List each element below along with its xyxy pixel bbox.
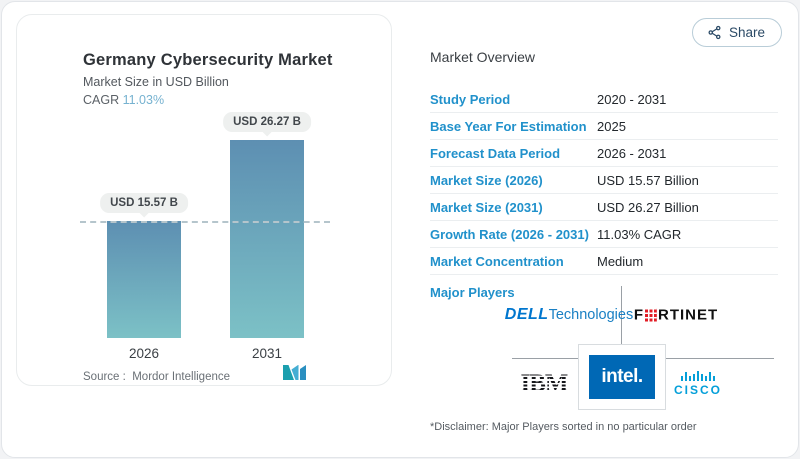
cisco-bars-icon xyxy=(680,371,715,381)
source-attribution: Source : Mordor Intelligence xyxy=(83,371,230,383)
row-value: USD 15.57 Billion xyxy=(597,172,699,188)
x-tick-2026: 2026 xyxy=(128,346,160,361)
cagr-value: 11.03% xyxy=(122,93,165,107)
cisco-logo: CISCO xyxy=(674,371,722,397)
source-value: Mordor Intelligence xyxy=(132,371,231,383)
bar-label-2026: USD 15.57 B xyxy=(100,193,188,213)
major-players-grid: DELLTechnologies F RTINET IBM intel. CISC… xyxy=(502,282,782,416)
grid-divider-vertical xyxy=(621,286,622,345)
disclaimer-text: *Disclaimer: Major Players sorted in no … xyxy=(430,421,697,433)
reference-dashed-line xyxy=(80,221,330,223)
bar-2026[interactable] xyxy=(107,221,181,338)
row-value: 2025 xyxy=(597,118,626,134)
table-row: Forecast Data Period 2026 - 2031 xyxy=(430,140,778,167)
chart-cagr: CAGR 11.03% xyxy=(83,93,333,107)
bar-label-2031: USD 26.27 B xyxy=(223,112,311,132)
row-label: Study Period xyxy=(430,91,511,107)
table-row: Market Concentration Medium xyxy=(430,248,778,275)
row-value: 2026 - 2031 xyxy=(597,145,667,161)
table-row: Market Size (2026) USD 15.57 Billion xyxy=(430,167,778,194)
row-value: USD 26.27 Billion xyxy=(597,199,699,215)
table-row: Base Year For Estimation 2025 xyxy=(430,113,778,140)
chart-title: Germany Cybersecurity Market xyxy=(83,51,333,69)
x-tick-2031: 2031 xyxy=(251,346,283,361)
row-value: Medium xyxy=(597,253,644,269)
row-label: Growth Rate (2026 - 2031) xyxy=(430,226,589,242)
overview-table: Study Period 2020 - 2031 Base Year For Es… xyxy=(430,86,778,275)
ibm-logo: IBM xyxy=(520,370,569,398)
grid-divider-horizontal xyxy=(666,358,774,359)
chart-subtitle: Market Size in USD Billion xyxy=(83,75,229,89)
row-label: Base Year For Estimation xyxy=(430,118,587,134)
dell-technologies-wordmark: Technologies xyxy=(548,307,634,323)
row-label: Market Size (2026) xyxy=(430,172,543,188)
dell-wordmark: DELL xyxy=(504,306,549,323)
bar-2031[interactable] xyxy=(230,140,304,338)
dell-technologies-logo: DELLTechnologies xyxy=(505,306,633,324)
row-value: 2020 - 2031 xyxy=(597,91,667,107)
overview-heading: Market Overview xyxy=(430,49,536,65)
cagr-label: CAGR xyxy=(83,93,120,107)
bar-chart: USD 15.57 B USD 26.27 B 2026 2031 xyxy=(80,112,330,361)
fortinet-logo: F RTINET xyxy=(634,307,718,324)
grid-divider-horizontal xyxy=(512,358,578,359)
share-button-label: Share xyxy=(728,25,765,40)
major-players-label: Major Players xyxy=(430,285,515,300)
cisco-wordmark: CISCO xyxy=(673,383,723,397)
row-label: Market Size (2031) xyxy=(430,199,543,215)
share-button[interactable]: Share xyxy=(691,18,782,47)
ibm-wordmark: IBM xyxy=(520,370,569,397)
chart-panel: Germany Cybersecurity Market Market Size… xyxy=(16,14,392,386)
source-label: Source : xyxy=(83,371,126,383)
row-label: Forecast Data Period xyxy=(430,145,561,161)
intel-wordmark: intel. xyxy=(601,366,643,387)
table-row: Market Size (2031) USD 26.27 Billion xyxy=(430,194,778,221)
row-value: 11.03% CAGR xyxy=(597,226,682,242)
mordor-intelligence-logo-icon xyxy=(283,365,306,385)
fortinet-f: F xyxy=(633,306,644,324)
fortinet-o-grid-icon xyxy=(645,308,657,322)
chart-header: Germany Cybersecurity Market Market Size… xyxy=(83,51,333,107)
fortinet-rtinet: RTINET xyxy=(658,306,719,324)
table-row: Growth Rate (2026 - 2031) 11.03% CAGR xyxy=(430,221,778,248)
intel-logo: intel. xyxy=(578,344,666,410)
table-row: Study Period 2020 - 2031 xyxy=(430,86,778,113)
row-label: Market Concentration xyxy=(430,253,564,269)
share-icon xyxy=(707,25,722,40)
